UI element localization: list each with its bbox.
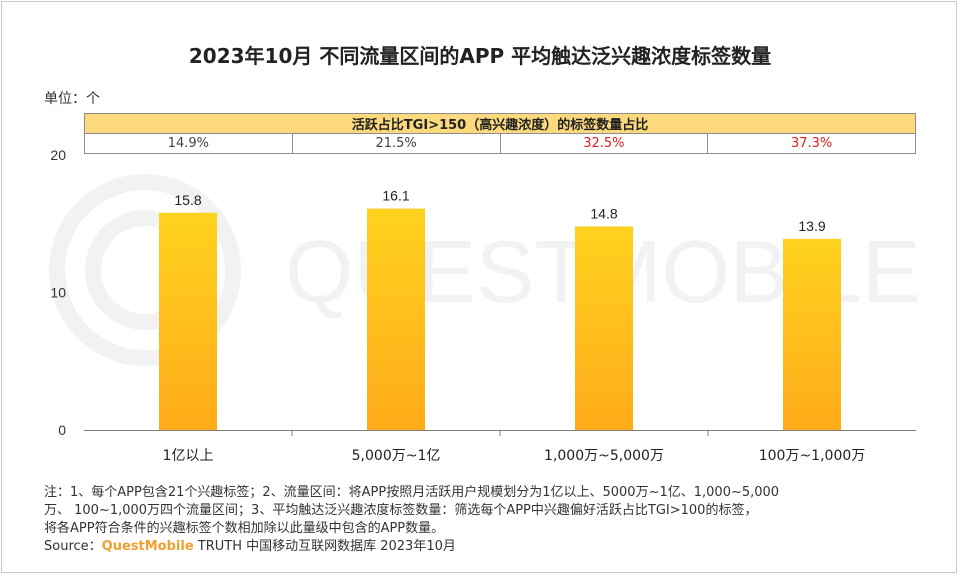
source-line: Source：QuestMobile TRUTH 中国移动互联网数据库 2023… xyxy=(44,538,779,556)
x-category-label: 1亿以上 xyxy=(163,448,214,464)
source-prefix: Source： xyxy=(44,539,102,554)
data-label: 15.8 xyxy=(174,192,201,208)
bar xyxy=(575,226,633,430)
ratio-value: 32.5% xyxy=(499,133,709,154)
data-label: 13.9 xyxy=(798,218,825,234)
data-label: 14.8 xyxy=(590,206,617,222)
footnotes: 注：1、每个APP包含21个兴趣标签；2、流量区间：将APP按照月活跃用户规模划… xyxy=(44,484,779,556)
x-category-label: 100万~1,000万 xyxy=(759,448,866,464)
ratio-value: 21.5% xyxy=(291,133,501,154)
unit-label: 单位：个 xyxy=(44,91,100,107)
ratio-value: 14.9% xyxy=(84,133,293,154)
y-tick-label: 0 xyxy=(58,422,66,438)
y-tick-label: 10 xyxy=(50,285,66,301)
x-category-label: 5,000万~1亿 xyxy=(352,448,441,464)
source-brand: QuestMobile xyxy=(101,539,194,554)
bar xyxy=(783,238,841,430)
ratio-value: 37.3% xyxy=(707,133,916,154)
source-suffix: TRUTH 中国移动互联网数据库 2023年10月 xyxy=(193,539,456,554)
chart-title: 2023年10月 不同流量区间的APP 平均触达泛兴趣浓度标签数量 xyxy=(188,44,772,68)
bar xyxy=(159,212,217,430)
note-line: 将各APP符合条件的兴趣标签个数相加除以此量级中包含的APP数量。 xyxy=(44,521,445,536)
note-line: 注：1、每个APP包含21个兴趣标签；2、流量区间：将APP按照月活跃用户规模划… xyxy=(44,485,780,500)
bar xyxy=(367,208,425,430)
ratio-table: 活跃占比TGI>150（高兴趣浓度）的标签数量占比 14.9% 21.5% 32… xyxy=(84,113,916,154)
y-tick-label: 20 xyxy=(50,147,66,163)
x-category-label: 1,000万~5,000万 xyxy=(544,448,664,464)
data-label: 16.1 xyxy=(382,188,409,204)
ratio-table-header: 活跃占比TGI>150（高兴趣浓度）的标签数量占比 xyxy=(84,113,916,134)
note-line: 万、 100~1,000万四个流量区间；3、平均触达泛兴趣浓度标签数量：筛选每个… xyxy=(44,503,758,518)
